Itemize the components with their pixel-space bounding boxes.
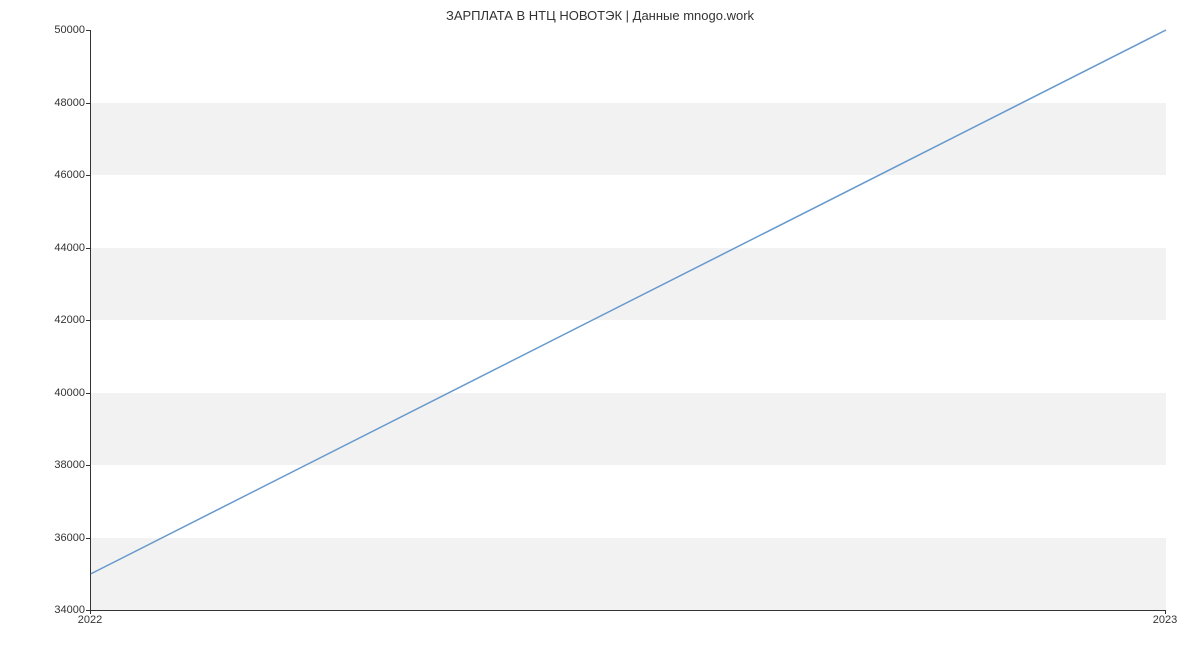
y-tick-label: 36000 bbox=[5, 532, 85, 544]
y-tick-label: 40000 bbox=[5, 387, 85, 399]
y-tick-mark bbox=[86, 30, 90, 31]
y-tick-mark bbox=[86, 465, 90, 466]
x-tick-mark bbox=[90, 610, 91, 614]
y-tick-mark bbox=[86, 175, 90, 176]
x-tick-mark bbox=[1165, 610, 1166, 614]
y-tick-label: 38000 bbox=[5, 459, 85, 471]
x-tick-label: 2022 bbox=[78, 614, 102, 626]
y-tick-label: 50000 bbox=[5, 24, 85, 36]
chart-title: ЗАРПЛАТА В НТЦ НОВОТЭК | Данные mnogo.wo… bbox=[0, 8, 1200, 23]
y-tick-label: 44000 bbox=[5, 242, 85, 254]
y-tick-label: 34000 bbox=[5, 604, 85, 616]
y-tick-label: 48000 bbox=[5, 97, 85, 109]
y-tick-mark bbox=[86, 248, 90, 249]
chart-container: ЗАРПЛАТА В НТЦ НОВОТЭК | Данные mnogo.wo… bbox=[0, 0, 1200, 650]
y-tick-label: 46000 bbox=[5, 169, 85, 181]
plot-area bbox=[90, 30, 1166, 611]
series-line bbox=[91, 30, 1166, 574]
y-tick-label: 42000 bbox=[5, 314, 85, 326]
y-tick-mark bbox=[86, 538, 90, 539]
y-tick-mark bbox=[86, 393, 90, 394]
y-tick-mark bbox=[86, 320, 90, 321]
chart-svg bbox=[91, 30, 1166, 610]
x-tick-label: 2023 bbox=[1153, 614, 1177, 626]
y-tick-mark bbox=[86, 103, 90, 104]
